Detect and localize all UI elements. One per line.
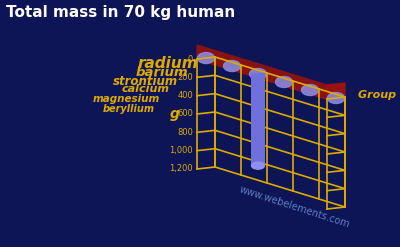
Ellipse shape [250, 68, 266, 80]
Text: 800: 800 [177, 128, 193, 137]
Text: strontium: strontium [113, 75, 178, 88]
Ellipse shape [276, 77, 292, 87]
Text: Total mass in 70 kg human: Total mass in 70 kg human [6, 5, 235, 20]
Ellipse shape [224, 61, 240, 71]
Polygon shape [197, 45, 327, 99]
Text: beryllium: beryllium [103, 104, 155, 114]
Polygon shape [252, 73, 264, 166]
Text: 0: 0 [188, 55, 193, 63]
Text: calcium: calcium [122, 84, 170, 94]
Text: Group 2: Group 2 [358, 90, 400, 100]
Text: g: g [170, 107, 180, 121]
Ellipse shape [198, 53, 214, 63]
Text: barium: barium [135, 66, 188, 79]
Polygon shape [327, 83, 345, 99]
Polygon shape [197, 57, 345, 99]
Text: magnesium: magnesium [93, 94, 160, 104]
Text: 200: 200 [177, 73, 193, 82]
Ellipse shape [252, 162, 264, 169]
Text: 1,000: 1,000 [169, 146, 193, 155]
Text: 600: 600 [177, 109, 193, 119]
Ellipse shape [302, 84, 318, 96]
Text: www.webelements.com: www.webelements.com [238, 185, 352, 230]
Text: 400: 400 [177, 91, 193, 100]
Ellipse shape [328, 92, 344, 103]
Text: radium: radium [137, 56, 198, 71]
Text: 1,200: 1,200 [169, 165, 193, 173]
